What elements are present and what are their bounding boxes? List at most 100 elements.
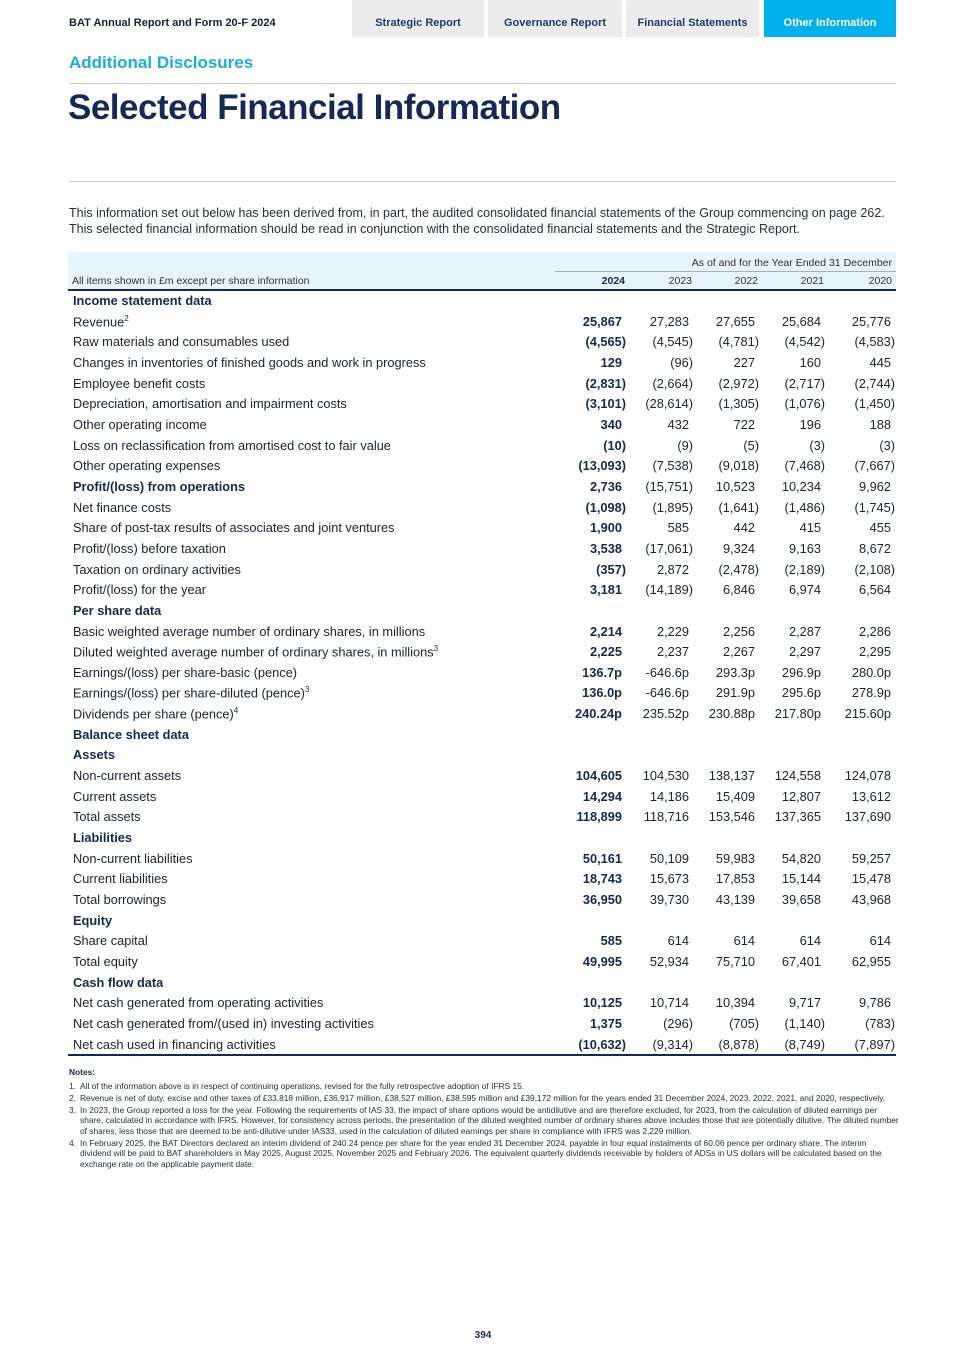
cell-2021: (1,486) bbox=[784, 499, 825, 515]
cell-2023: 50,109 bbox=[649, 850, 689, 866]
cell-2024: (13,093) bbox=[578, 458, 626, 474]
cell-2020: (783) bbox=[865, 1015, 895, 1031]
year-header: 2023 bbox=[668, 275, 692, 287]
tab-strategic-report[interactable]: Strategic Report bbox=[352, 0, 484, 37]
row-label-text: Taxation on ordinary activities bbox=[73, 561, 241, 577]
cell-2024: (357) bbox=[596, 561, 626, 577]
page-title: Selected Financial Information bbox=[68, 88, 561, 127]
cell-2022: (1,305) bbox=[718, 396, 759, 412]
table-row: Dividends per share (pence)4 240.24p 235.5… bbox=[68, 703, 896, 724]
row-label-text: Depreciation, amortisation and impairmen… bbox=[73, 396, 347, 412]
cell-2023: (9) bbox=[677, 437, 693, 453]
cell-2020: 9,962 bbox=[858, 478, 891, 494]
tab-other-information[interactable]: Other Information bbox=[764, 0, 896, 37]
row-label: Share of post-tax results of associates … bbox=[73, 520, 395, 535]
divider bbox=[555, 271, 896, 272]
cell-2022: (1,641) bbox=[718, 499, 759, 515]
cell-2021: 6,974 bbox=[788, 582, 821, 598]
table-row: Depreciation, amortisation and impairmen… bbox=[68, 393, 896, 414]
cell-2023: 585 bbox=[667, 520, 689, 536]
table-row: Profit/(loss) from operations 2,736 (15,75… bbox=[68, 476, 896, 497]
tab-governance-report[interactable]: Governance Report bbox=[488, 0, 622, 37]
cell-2021: 196 bbox=[799, 416, 821, 432]
note-number: 3. bbox=[69, 1104, 76, 1115]
table-row: Current liabilities 18,743 15,673 17,853 15,… bbox=[68, 868, 896, 889]
cell-2021: 614 bbox=[799, 933, 821, 949]
cell-2022: 9,324 bbox=[722, 540, 755, 556]
cell-2024: 2,225 bbox=[589, 644, 622, 660]
cell-2020: (2,744) bbox=[854, 375, 895, 391]
cell-2020: 6,564 bbox=[858, 582, 891, 598]
table-row: Total assets 118,899 118,716 153,546 137,365… bbox=[68, 806, 896, 827]
row-label-text: Raw materials and consumables used bbox=[73, 334, 290, 350]
cell-2024: 36,950 bbox=[582, 892, 622, 908]
cell-2020: (7,667) bbox=[854, 458, 895, 474]
row-label-text: Per share data bbox=[73, 602, 162, 618]
cell-2022: (4,781) bbox=[718, 334, 759, 350]
cell-2020: 188 bbox=[869, 416, 891, 432]
cell-2022: 75,710 bbox=[715, 954, 755, 969]
cell-2022: 43,139 bbox=[715, 892, 755, 908]
row-label-text: Profit/(loss) for the year bbox=[73, 582, 206, 598]
table-row: Net finance costs (1,098) (1,895) (1,641) (1… bbox=[68, 497, 896, 518]
row-label-text: Assets bbox=[73, 747, 115, 763]
cell-2020: 2,295 bbox=[858, 644, 891, 660]
row-label: Other operating income bbox=[73, 417, 207, 432]
row-label-text: Total borrowings bbox=[73, 892, 167, 908]
row-label: Loss on reclassification from amortised … bbox=[73, 438, 391, 453]
cell-2023: 2,229 bbox=[656, 623, 689, 639]
row-label: Liabilities bbox=[73, 830, 132, 845]
row-label: Total borrowings bbox=[73, 892, 166, 907]
table-row: Revenue2 25,867 27,283 27,655 25,684 25,776 bbox=[68, 311, 896, 332]
tab-financial-statements[interactable]: Financial Statements bbox=[626, 0, 759, 37]
report-brand: BAT Annual Report and Form 20-F 2024 bbox=[69, 17, 276, 29]
cell-2021: (3) bbox=[809, 437, 825, 453]
cell-2024: 3,538 bbox=[589, 540, 622, 556]
cell-2023: (1,895) bbox=[652, 499, 693, 515]
row-label-text: Non-current assets bbox=[73, 768, 182, 784]
table-bottom-rule bbox=[68, 1054, 896, 1056]
row-label-text: Total equity bbox=[73, 954, 138, 969]
cell-2023: 39,730 bbox=[649, 892, 689, 908]
cell-2020: (2,108) bbox=[854, 561, 895, 577]
row-label-text: Income statement data bbox=[73, 293, 212, 308]
row-label-text: Balance sheet data bbox=[73, 726, 189, 742]
cell-2021: 25,684 bbox=[781, 313, 821, 329]
row-label-text: Liabilities bbox=[73, 830, 133, 846]
cell-2022: 230.88p bbox=[708, 706, 755, 722]
row-label-text: Net cash generated from operating activi… bbox=[73, 995, 324, 1011]
section-header-row: Per share data bbox=[68, 600, 896, 621]
table-row: Profit/(loss) for the year 3,181 (14,189) 6… bbox=[68, 579, 896, 600]
cell-2021: (8,749) bbox=[784, 1036, 825, 1052]
cell-2021: 15,144 bbox=[781, 871, 821, 887]
row-label: Raw materials and consumables used bbox=[73, 334, 289, 349]
cell-2020: 445 bbox=[869, 354, 891, 370]
cell-2020: 455 bbox=[869, 520, 891, 536]
cell-2020: 124,078 bbox=[844, 768, 891, 784]
cell-2021: 217.80p bbox=[774, 706, 821, 722]
row-label: Other operating expenses bbox=[73, 458, 220, 473]
financial-table-body: Income statement data Revenue2 25,867 27,28… bbox=[68, 290, 896, 1054]
cell-2023: (28,614) bbox=[645, 396, 693, 412]
cell-2023: 104,530 bbox=[642, 768, 689, 784]
row-label-text: Non-current liabilities bbox=[73, 850, 193, 866]
cell-2023: (9,314) bbox=[652, 1036, 693, 1052]
cell-2021: 2,287 bbox=[788, 623, 821, 639]
row-label: Current liabilities bbox=[73, 871, 168, 886]
row-label: Changes in inventories of finished goods… bbox=[73, 355, 426, 370]
cell-2021: 9,717 bbox=[788, 995, 821, 1011]
cell-2023: 15,673 bbox=[649, 871, 689, 887]
row-label-text: Profit/(loss) from operations bbox=[73, 478, 246, 494]
cell-2024: (4,565) bbox=[585, 334, 626, 350]
cell-2021: 124,558 bbox=[774, 768, 821, 784]
cell-2022: 15,409 bbox=[715, 788, 755, 804]
intro-paragraph: This information set out below has been … bbox=[69, 206, 885, 236]
row-label: Revenue2 bbox=[73, 314, 129, 329]
notes-heading: Notes: bbox=[69, 1067, 96, 1077]
cell-2023: (15,751) bbox=[645, 478, 693, 494]
table-row: Employee benefit costs (2,831) (2,664) (2,9… bbox=[68, 373, 896, 394]
cell-2020: 137,690 bbox=[844, 809, 891, 825]
notes: Notes: 1. All of the information above is… bbox=[69, 1067, 899, 1171]
section-header-row: Equity bbox=[68, 910, 896, 931]
note-number: 2. bbox=[69, 1092, 76, 1103]
